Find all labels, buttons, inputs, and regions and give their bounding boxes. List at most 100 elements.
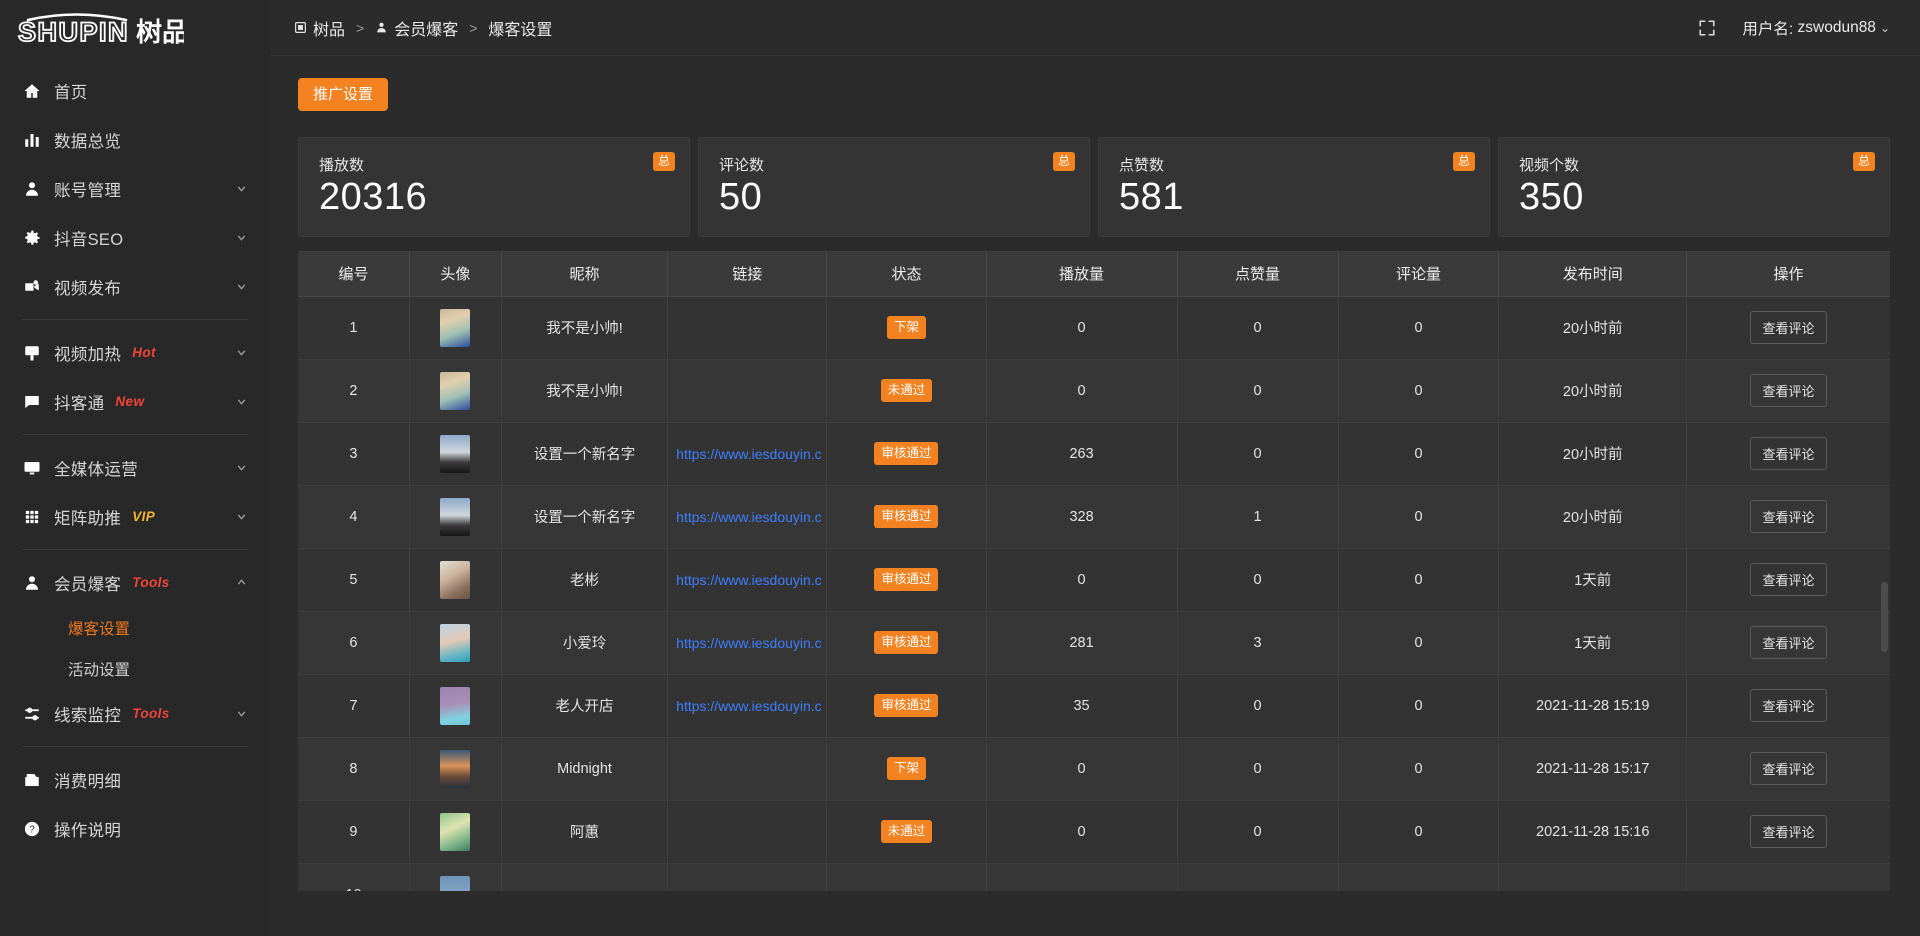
- video-link[interactable]: https://www.iesdouyin.c: [676, 508, 822, 525]
- table-row: 5 老彬 https://www.iesdouyin.c 审核通过 0 0 0 1天前 查看评论: [298, 548, 1890, 612]
- sidebar-item-operation-guide[interactable]: ? 操作说明: [0, 804, 270, 853]
- user-menu[interactable]: 用户名: zswodun88 ⌄: [1742, 17, 1890, 39]
- sidebar-item-consumption-detail[interactable]: 消费明细: [0, 755, 270, 804]
- view-comments-button[interactable]: 查看评论: [1750, 626, 1827, 659]
- cell-plays: 281: [986, 611, 1178, 675]
- cell-actions: 查看评论: [1686, 422, 1890, 486]
- breadcrumb-item-member[interactable]: 会员爆客: [375, 16, 458, 40]
- cell-avatar: [409, 800, 502, 864]
- cell-nickname: 我不是小帅!: [501, 296, 669, 360]
- sidebar-menu: 首页 数据总览 账号管理 抖音SEO 视频发布: [0, 56, 270, 936]
- sidebar-subitem-activity-settings[interactable]: 活动设置: [0, 648, 270, 689]
- cell-avatar: [409, 422, 502, 486]
- cell-publish-time: 1天前: [1498, 548, 1687, 612]
- sidebar-badge-hot: Hot: [132, 345, 156, 360]
- chevron-down-icon: [234, 461, 248, 475]
- table-row: 8 Midnight 下架 0 0 0 2021-11-28 15:17 查看评论: [298, 737, 1890, 801]
- cell-likes: 1: [1177, 485, 1339, 549]
- sidebar-item-douketong[interactable]: 抖客通 New: [0, 377, 270, 426]
- brand-logo[interactable]: SHUPIN 树品: [0, 0, 270, 56]
- sidebar-item-label: 抖音SEO: [54, 230, 124, 249]
- cell-link[interactable]: https://www.iesdouyin.c: [667, 674, 828, 738]
- sidebar-item-data-overview[interactable]: 数据总览: [0, 115, 270, 164]
- cell-link: [667, 359, 828, 423]
- cell-actions: [1686, 863, 1890, 891]
- col-plays: 播放量: [986, 252, 1178, 297]
- cell-status: 审核通过: [826, 611, 987, 675]
- sidebar-item-home[interactable]: 首页: [0, 66, 270, 115]
- view-comments-button[interactable]: 查看评论: [1750, 374, 1827, 407]
- cell-link: [667, 296, 828, 360]
- cell-actions: 查看评论: [1686, 296, 1890, 360]
- breadcrumb-item-root[interactable]: 树品: [294, 16, 345, 40]
- monitor-icon: [22, 458, 41, 477]
- cell-likes: 0: [1177, 422, 1339, 486]
- cell-comments: 0: [1338, 674, 1500, 738]
- sidebar-item-video-publish[interactable]: 视频发布: [0, 262, 270, 311]
- cell-nickname: 小爱玲: [501, 611, 669, 675]
- col-id: 编号: [298, 252, 410, 297]
- vertical-scrollbar-thumb[interactable]: [1881, 582, 1888, 652]
- cell-comments: 0: [1338, 422, 1500, 486]
- view-comments-button[interactable]: 查看评论: [1750, 500, 1827, 533]
- stat-card-value: 581: [1119, 176, 1184, 218]
- video-link[interactable]: https://www.iesdouyin.c: [676, 697, 822, 714]
- view-comments-button[interactable]: 查看评论: [1750, 815, 1827, 848]
- cell-link[interactable]: https://www.iesdouyin.c: [667, 548, 828, 612]
- stat-card-value: 50: [719, 176, 763, 218]
- video-link[interactable]: https://www.iesdouyin.c: [676, 571, 822, 588]
- stat-card-likes: 点赞数 581 总: [1098, 137, 1490, 237]
- cell-link[interactable]: https://www.iesdouyin.c: [667, 485, 828, 549]
- stat-card-tag: 总: [652, 152, 675, 171]
- cell-nickname: 老彬: [501, 548, 669, 612]
- cell-link[interactable]: https://www.iesdouyin.c: [667, 611, 828, 675]
- cell-status: 审核通过: [826, 548, 987, 612]
- cell-publish-time: [1498, 863, 1687, 891]
- cell-publish-time: 2021-11-28 15:19: [1498, 674, 1687, 738]
- sidebar-item-label: 视频发布: [54, 279, 122, 298]
- cell-plays: [986, 863, 1178, 891]
- home-icon: [22, 81, 41, 100]
- fullscreen-icon[interactable]: [1698, 19, 1716, 37]
- cell-id: 2: [298, 359, 410, 423]
- cell-nickname: 我不是小帅!: [501, 359, 669, 423]
- view-comments-button[interactable]: 查看评论: [1750, 563, 1827, 596]
- cell-avatar: [409, 674, 502, 738]
- promote-settings-button[interactable]: 推广设置: [298, 78, 389, 111]
- stat-card-tag: 总: [1852, 152, 1875, 171]
- cell-id: 10: [298, 863, 410, 891]
- view-comments-button[interactable]: 查看评论: [1750, 752, 1827, 785]
- sidebar-item-member-baoke[interactable]: 会员爆客 Tools: [0, 558, 270, 607]
- cell-status: 下架: [826, 737, 987, 801]
- cell-avatar: [409, 296, 502, 360]
- view-comments-button[interactable]: 查看评论: [1750, 437, 1827, 470]
- video-link[interactable]: https://www.iesdouyin.c: [676, 445, 822, 462]
- sidebar-divider: [22, 319, 248, 320]
- sidebar-item-account-management[interactable]: 账号管理: [0, 164, 270, 213]
- sliders-icon: [22, 704, 41, 723]
- bar-chart-icon: [22, 130, 41, 149]
- cell-likes: 0: [1177, 800, 1339, 864]
- avatar: [440, 686, 471, 725]
- sidebar-item-video-boost[interactable]: 视频加热 Hot: [0, 328, 270, 377]
- cell-link[interactable]: https://www.iesdouyin.c: [667, 422, 828, 486]
- sidebar-item-matrix-boost[interactable]: 矩阵助推 VIP: [0, 492, 270, 541]
- sidebar-item-label: 首页: [54, 83, 88, 102]
- sidebar-item-omnimedia-ops[interactable]: 全媒体运营: [0, 443, 270, 492]
- sidebar-subitem-baoke-settings[interactable]: 爆客设置: [0, 607, 270, 648]
- view-comments-button[interactable]: 查看评论: [1750, 689, 1827, 722]
- sidebar-item-lead-monitor[interactable]: 线索监控 Tools: [0, 689, 270, 738]
- avatar: [440, 812, 471, 851]
- cell-plays: 0: [986, 548, 1178, 612]
- table-row: 1 我不是小帅! 下架 0 0 0 20小时前 查看评论: [298, 296, 1890, 360]
- cell-actions: 查看评论: [1686, 737, 1890, 801]
- view-comments-button[interactable]: 查看评论: [1750, 311, 1827, 344]
- stat-card-value: 350: [1519, 176, 1584, 218]
- content: 推广设置 播放数 20316 总 评论数 50 总 点赞数 581 总: [270, 56, 1920, 936]
- cell-nickname: 设置一个新名字: [501, 422, 669, 486]
- sidebar-item-douyin-seo[interactable]: 抖音SEO: [0, 213, 270, 262]
- video-link[interactable]: https://www.iesdouyin.c: [676, 634, 822, 651]
- status-badge: 未通过: [880, 820, 933, 843]
- cell-nickname: 阿蕙: [501, 800, 669, 864]
